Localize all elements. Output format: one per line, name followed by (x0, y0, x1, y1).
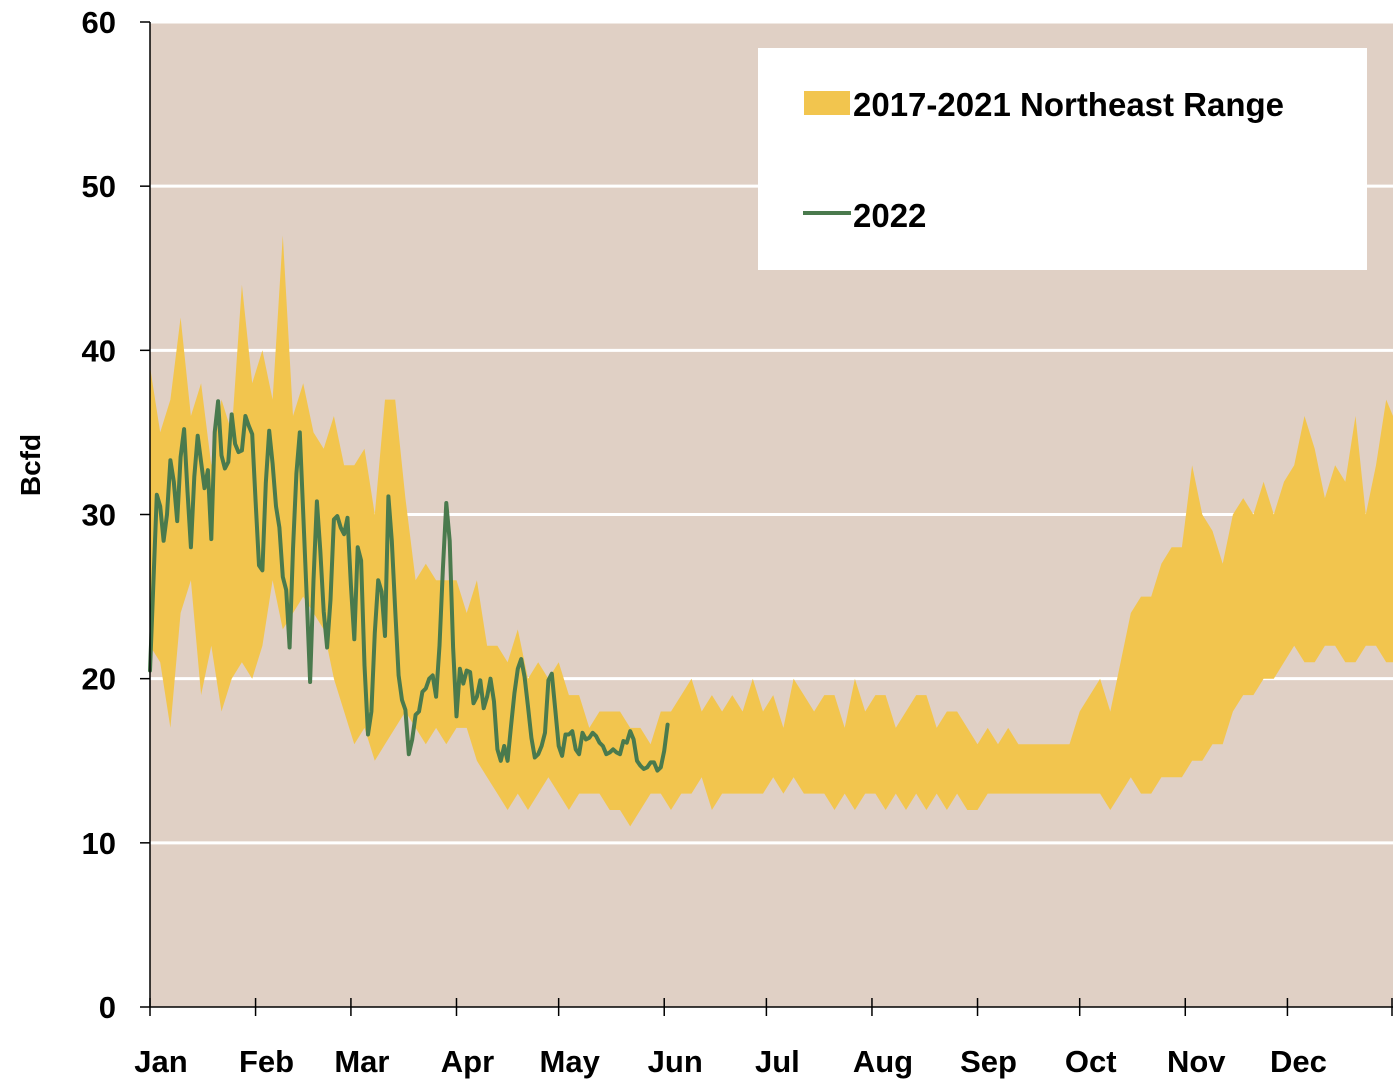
x-tick-label-apr: Apr (441, 1044, 494, 1079)
x-tick-label-jun: Jun (648, 1044, 703, 1079)
y-tick-label-0: 0 (99, 990, 116, 1025)
legend-swatch-range (804, 91, 850, 115)
x-tick-label-feb: Feb (239, 1044, 294, 1079)
x-tick-label-mar: Mar (334, 1044, 389, 1079)
y-tick-label-30: 30 (82, 498, 116, 533)
y-tick-label-60: 60 (82, 5, 116, 40)
y-tick-label-40: 40 (82, 333, 116, 368)
legend-label-2022: 2022 (853, 197, 926, 234)
y-axis-ticks: 0 10 20 30 40 50 60 (82, 5, 150, 1025)
x-tick-label-may: May (540, 1044, 601, 1079)
x-tick-label-dec: Dec (1270, 1044, 1327, 1079)
y-tick-label-10: 10 (82, 826, 116, 861)
y-axis-title: Bcfd (15, 434, 46, 496)
x-tick-label-jan: Jan (134, 1044, 187, 1079)
x-axis-ticks: Jan Feb Mar Apr May Jun Jul Aug Sep Oct Nov Dec (134, 998, 1393, 1079)
y-tick-label-50: 50 (82, 169, 116, 204)
x-tick-label-oct: Oct (1065, 1044, 1117, 1079)
x-tick-label-nov: Nov (1167, 1044, 1226, 1079)
x-tick-label-sep: Sep (960, 1044, 1017, 1079)
x-tick-label-aug: Aug (853, 1044, 913, 1079)
legend-label-range: 2017-2021 Northeast Range (853, 86, 1284, 123)
legend-background (758, 48, 1367, 270)
series-line-2022 (148, 399, 670, 773)
legend: 2017-2021 Northeast Range 2022 (758, 48, 1367, 270)
x-tick-label-jul: Jul (755, 1044, 800, 1079)
y-tick-label-20: 20 (82, 662, 116, 697)
